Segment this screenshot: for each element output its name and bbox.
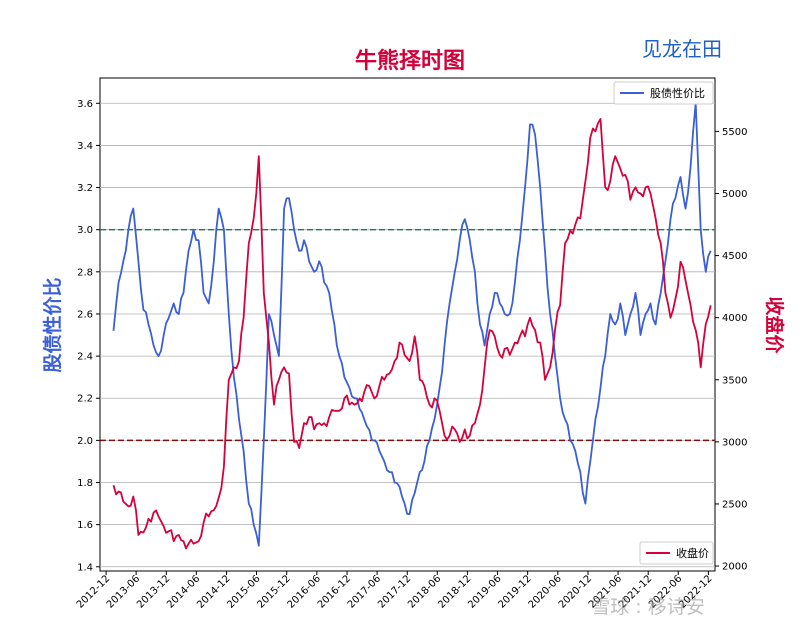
reference-lines <box>100 228 715 442</box>
series-line-ratio <box>112 102 712 547</box>
series-layer <box>112 102 712 550</box>
y2-tick-label: 5000 <box>722 189 747 200</box>
legend-bottom-box <box>639 541 714 565</box>
legend-top: 股债性价比 <box>613 81 714 105</box>
y-tick-label: 3.2 <box>77 183 93 194</box>
y-tick-label: 3.0 <box>77 225 93 236</box>
y-tick-label: 3.6 <box>77 99 93 110</box>
y2-tick-label: 4500 <box>722 251 747 262</box>
y-tick-label: 2.2 <box>77 394 93 405</box>
watermark-text: 雪球 : 移诗安 <box>591 596 704 618</box>
legend-bottom: 收盘价 <box>639 541 714 565</box>
y-tick-label: 2.0 <box>77 436 93 447</box>
y2-tick-label: 2000 <box>722 562 747 573</box>
y-tick-label: 2.6 <box>77 309 93 320</box>
y2-tick-label: 3500 <box>722 375 747 386</box>
chart-title: 牛熊择时图 <box>355 48 465 74</box>
y-tick-label: 2.8 <box>77 267 93 278</box>
y2-tick-label: 4000 <box>722 313 747 324</box>
y2-tick-label: 5500 <box>722 127 747 138</box>
y2-tick-label: 3000 <box>722 437 747 448</box>
legend-label-close: 收盘价 <box>676 546 709 560</box>
y-tick-label: 1.6 <box>77 520 93 531</box>
y-axis-right-label: 收盘价 <box>763 296 786 354</box>
y-tick-label: 1.8 <box>77 478 93 489</box>
y-tick-label: 2.4 <box>77 352 93 363</box>
y-axis-right: 2000 2500 3000 3500 4000 4500 5000 5500 <box>715 127 747 573</box>
legend-label-ratio: 股债性价比 <box>650 86 705 100</box>
series-line-close <box>112 118 712 550</box>
y-axis-left-label: 股债性价比 <box>41 277 64 372</box>
brand-text: 见龙在田 <box>642 37 722 61</box>
legend-top-box <box>613 81 714 105</box>
y2-tick-label: 2500 <box>722 499 747 510</box>
y-tick-label: 1.4 <box>77 562 93 573</box>
y-tick-label: 3.4 <box>77 141 93 152</box>
plot-area <box>99 77 716 572</box>
grid <box>100 102 715 568</box>
y-axis-left: 1.4 1.6 1.8 2.0 2.2 2.4 2.6 2.8 3.0 3.2 3.4 3.6 <box>77 99 100 573</box>
